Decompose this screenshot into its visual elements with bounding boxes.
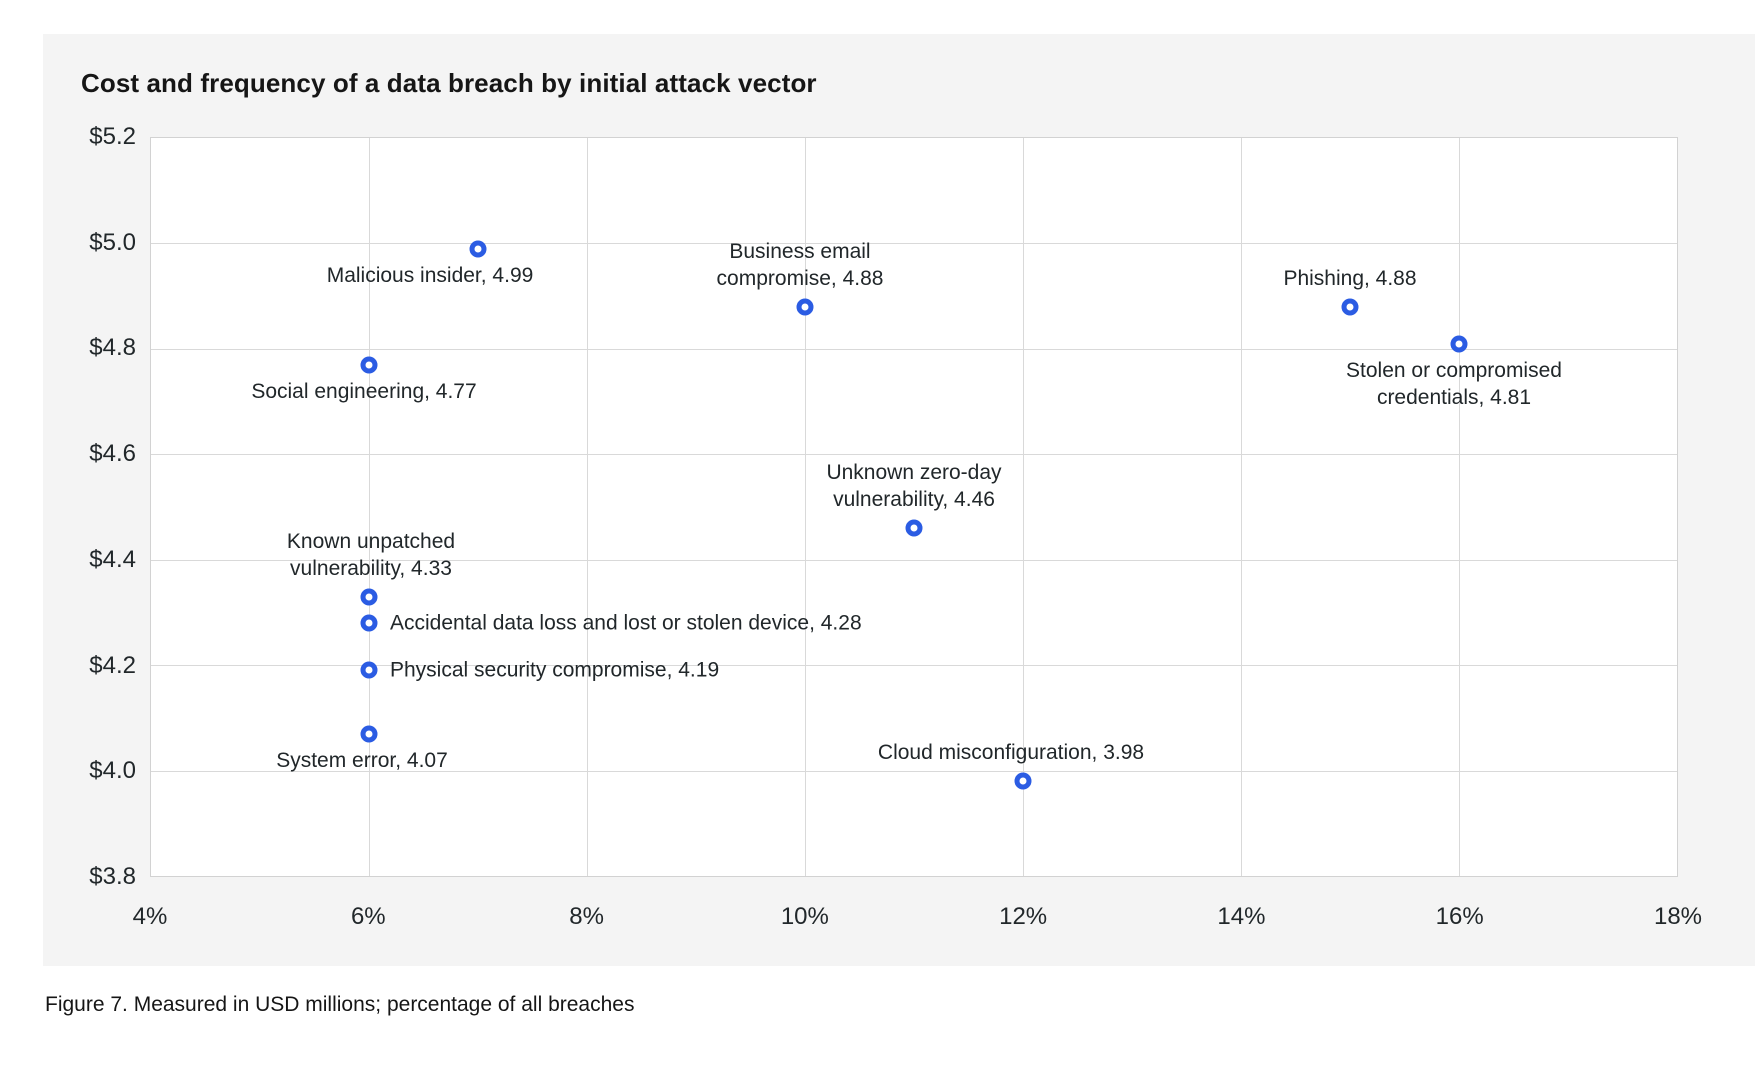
y-tick-label: $5.2: [89, 123, 136, 150]
grid-line-horizontal: [151, 243, 1677, 245]
data-point-marker: [360, 588, 378, 606]
x-tick-label: 18%: [1653, 903, 1703, 930]
data-point-label: Phishing, 4.88: [1283, 266, 1417, 290]
figure-caption: Figure 7. Measured in USD millions; perc…: [45, 993, 635, 1016]
data-point-label: Cloud misconfiguration, 3.98: [877, 741, 1145, 765]
y-tick-label: $4.6: [89, 440, 136, 468]
data-point-label: Unknown zero-day vulnerability, 4.46: [826, 461, 1002, 512]
data-point-marker: [1341, 298, 1359, 316]
data-point-marker: [360, 356, 378, 374]
data-point-marker: [796, 298, 814, 316]
data-point-marker: [360, 614, 378, 632]
data-point-label: Known unpatched vulnerability, 4.33: [286, 529, 456, 580]
data-point-label: Social engineering, 4.77: [251, 379, 477, 403]
grid-line-horizontal: [151, 559, 1677, 561]
x-tick-label: 4%: [132, 903, 168, 930]
x-tick-label: 12%: [999, 903, 1048, 930]
data-point-marker: [1014, 772, 1032, 790]
x-tick-label: 8%: [569, 903, 604, 930]
y-tick-label: $4.2: [89, 651, 136, 679]
data-point-marker: [1450, 335, 1468, 353]
plot-area: Malicious insider, 4.99 Business email co…: [150, 137, 1678, 877]
y-tick-label: $4.8: [89, 334, 136, 362]
grid-line-horizontal: [151, 665, 1677, 667]
grid-line-vertical: [1459, 138, 1460, 876]
grid-line-horizontal: [151, 770, 1677, 772]
chart-card: Cost and frequency of a data breach by i…: [43, 34, 1755, 966]
grid-line-horizontal: [151, 348, 1677, 350]
data-point-marker: [360, 725, 378, 743]
data-point-marker: [360, 661, 378, 679]
grid-line-vertical: [587, 138, 588, 876]
y-tick-label: $5.0: [89, 228, 136, 256]
data-point-label: Stolen or compromised credentials, 4.81: [1346, 358, 1562, 409]
data-point-label: Accidental data loss and lost or stolen …: [390, 611, 862, 635]
y-tick-label: $4.4: [89, 545, 136, 573]
y-tick-label: $3.8: [89, 863, 136, 890]
x-tick-label: 10%: [780, 903, 829, 930]
grid-line-horizontal: [151, 454, 1677, 456]
y-tick-label: $4.0: [89, 757, 136, 785]
data-point-label: Malicious insider, 4.99: [326, 263, 534, 287]
grid-line-vertical: [1023, 138, 1024, 876]
chart-title: Cost and frequency of a data breach by i…: [81, 68, 817, 98]
grid-line-vertical: [805, 138, 806, 876]
grid-line-vertical: [1241, 138, 1242, 876]
data-point-label: Business email compromise, 4.88: [716, 239, 884, 290]
grid-line-vertical: [369, 138, 370, 876]
data-point-label: System error, 4.07: [276, 748, 448, 772]
data-point-marker: [469, 240, 487, 258]
x-tick-label: 14%: [1217, 903, 1266, 930]
x-tick-label: 6%: [350, 903, 386, 930]
data-point-marker: [905, 519, 923, 537]
x-tick-label: 16%: [1435, 903, 1484, 930]
data-point-label: Physical security compromise, 4.19: [390, 658, 720, 682]
